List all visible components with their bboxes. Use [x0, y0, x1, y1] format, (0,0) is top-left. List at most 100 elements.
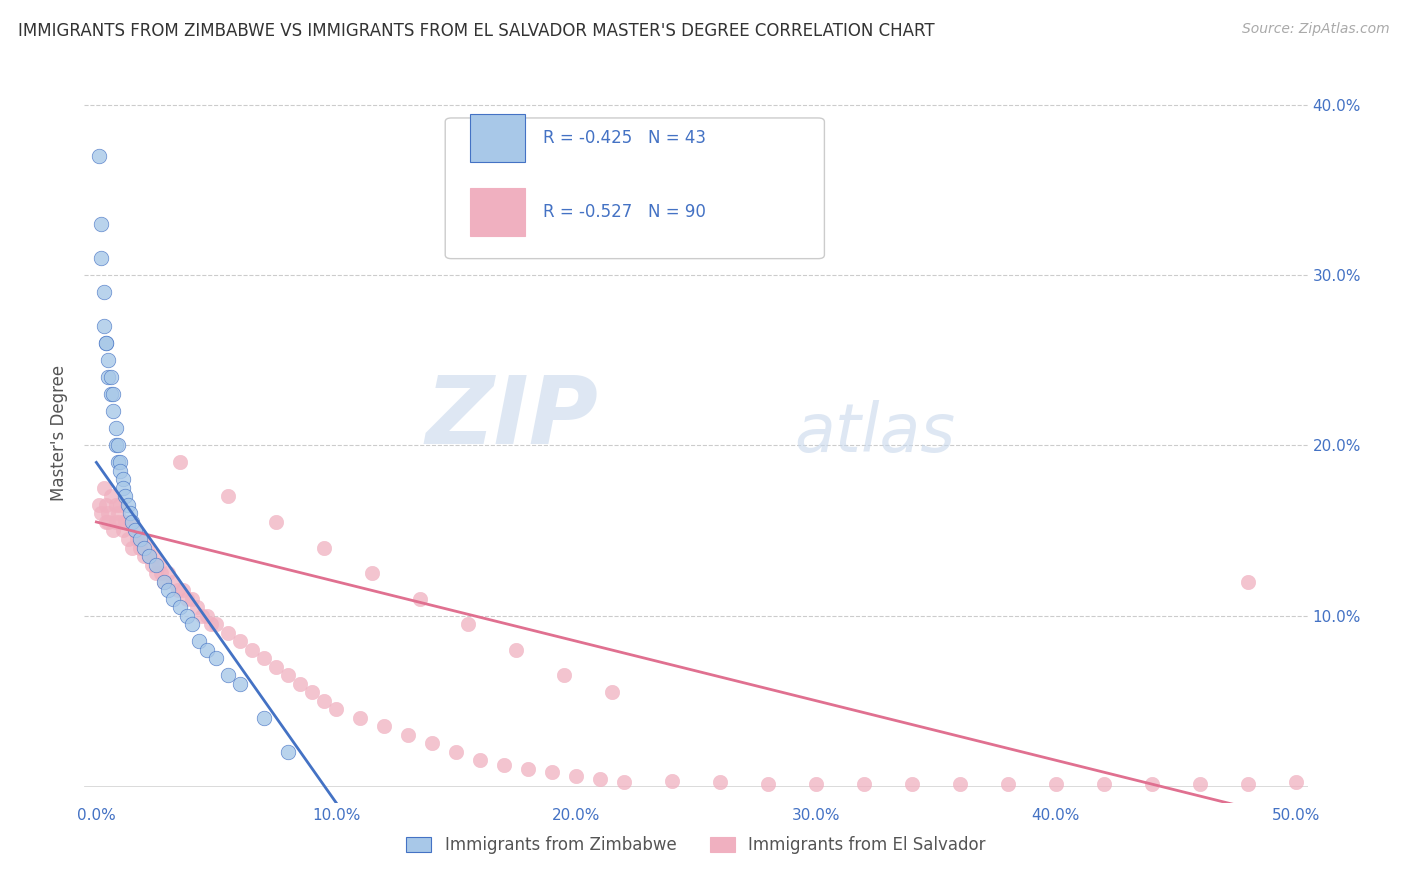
Point [87, 149, 110, 163]
Point [277, 745, 299, 759]
Point [167, 582, 190, 597]
Point [131, 532, 153, 546]
Point [505, 642, 527, 657]
Point [169, 600, 191, 615]
Point [150, 566, 173, 580]
Point [127, 532, 149, 546]
Point [756, 777, 779, 791]
Point [1092, 777, 1115, 791]
Point [152, 574, 174, 589]
Legend: Immigrants from Zimbabwe, Immigrants from El Salvador: Immigrants from Zimbabwe, Immigrants fro… [399, 830, 993, 861]
Point [101, 404, 124, 418]
Point [93, 481, 115, 495]
Point [253, 711, 276, 725]
Point [229, 634, 252, 648]
Point [290, 676, 312, 690]
Point [111, 481, 134, 495]
Point [104, 498, 127, 512]
Point [118, 515, 141, 529]
Point [135, 541, 157, 555]
Point [124, 524, 146, 538]
Point [100, 387, 122, 401]
Point [110, 464, 132, 478]
Point [87, 498, 110, 512]
Point [314, 694, 336, 708]
Point [97, 353, 120, 368]
Point [162, 574, 184, 589]
Point [949, 777, 972, 791]
Point [253, 651, 276, 665]
Point [181, 591, 204, 606]
Point [100, 370, 122, 384]
Point [104, 438, 127, 452]
Point [128, 532, 150, 546]
Point [205, 617, 228, 632]
Point [94, 515, 117, 529]
Point [117, 532, 139, 546]
Point [852, 777, 875, 791]
Point [90, 251, 112, 265]
Point [97, 370, 120, 384]
Point [314, 541, 336, 555]
Point [90, 507, 112, 521]
Point [128, 541, 150, 555]
Point [93, 319, 115, 334]
Point [134, 541, 156, 555]
Point [565, 768, 588, 782]
FancyBboxPatch shape [446, 118, 824, 259]
Point [804, 777, 827, 791]
Point [117, 498, 139, 512]
Point [517, 762, 540, 776]
Text: atlas: atlas [794, 400, 955, 466]
Point [110, 455, 132, 469]
Point [468, 753, 491, 767]
Point [709, 775, 731, 789]
Point [1140, 777, 1163, 791]
Point [240, 642, 263, 657]
Point [121, 515, 143, 529]
Point [97, 515, 120, 529]
Point [121, 541, 143, 555]
Point [111, 472, 134, 486]
Point [97, 507, 120, 521]
Point [420, 736, 443, 750]
Point [157, 566, 180, 580]
Point [205, 651, 228, 665]
Point [186, 600, 208, 615]
Point [100, 490, 122, 504]
Point [541, 765, 564, 780]
Y-axis label: Master's Degree: Master's Degree [51, 365, 69, 500]
Point [589, 772, 612, 786]
FancyBboxPatch shape [470, 114, 524, 162]
Point [1284, 775, 1306, 789]
Point [277, 668, 299, 682]
Point [176, 608, 198, 623]
Point [901, 777, 924, 791]
Point [457, 617, 479, 632]
Point [145, 558, 167, 572]
Point [134, 549, 156, 563]
Point [138, 549, 160, 563]
Point [176, 591, 198, 606]
Point [93, 285, 115, 300]
Point [264, 515, 287, 529]
Point [118, 507, 141, 521]
Point [325, 702, 347, 716]
Point [169, 455, 191, 469]
Point [111, 524, 134, 538]
Point [661, 773, 683, 788]
Point [157, 582, 180, 597]
Point [124, 524, 146, 538]
Point [107, 507, 129, 521]
Point [613, 775, 636, 789]
FancyBboxPatch shape [470, 188, 524, 236]
Point [148, 558, 170, 572]
Point [195, 608, 218, 623]
Point [141, 558, 163, 572]
Point [145, 566, 167, 580]
Point [264, 659, 287, 673]
Point [217, 625, 239, 640]
Point [114, 490, 136, 504]
Point [301, 685, 323, 699]
Point [409, 591, 432, 606]
